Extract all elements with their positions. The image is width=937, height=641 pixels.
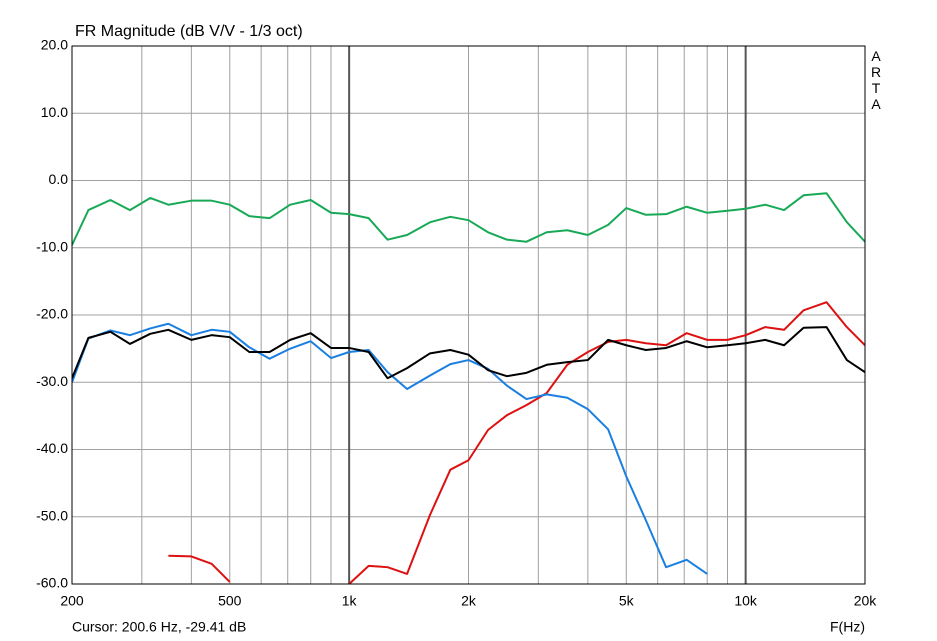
x-tick-label: 1k: [342, 593, 358, 609]
y-tick-label: 0.0: [49, 171, 69, 187]
grid: [71, 45, 866, 585]
watermark: ARTA: [868, 48, 884, 112]
x-tick-label: 2k: [461, 593, 477, 609]
y-tick-label: 20.0: [41, 37, 68, 53]
x-axis-label: F(Hz): [830, 619, 865, 635]
plot-frame: [71, 45, 866, 585]
cursor-readout: Cursor: 200.6 Hz, -29.41 dB: [72, 619, 246, 635]
response-curve: [72, 326, 865, 380]
chart-title: FR Magnitude (dB V/V - 1/3 oct): [75, 23, 303, 40]
y-tick-label: 10.0: [41, 104, 68, 120]
y-tick-label: -40.0: [36, 440, 68, 456]
y-tick-label: -30.0: [36, 373, 68, 389]
response-curve: [72, 192, 865, 246]
x-tick-label: 5k: [619, 593, 635, 609]
response-curve: [168, 301, 865, 584]
tick-labels: 20.0 10.0 0.0 -10.0 -20.0 -30.0 -40.0 -50.0 -60.…: [36, 37, 877, 609]
y-tick-label: -10.0: [36, 238, 68, 254]
response-curve: [72, 322, 708, 575]
y-tick-label: -20.0: [36, 306, 68, 322]
y-tick-label: -50.0: [36, 507, 68, 523]
x-tick-label: 20k: [854, 593, 878, 609]
y-tick-label: -60.0: [36, 575, 68, 591]
x-tick-label: 200: [60, 593, 84, 609]
x-tick-label: 10k: [734, 593, 758, 609]
x-tick-label: 500: [218, 593, 242, 609]
plot-area: [72, 192, 865, 584]
